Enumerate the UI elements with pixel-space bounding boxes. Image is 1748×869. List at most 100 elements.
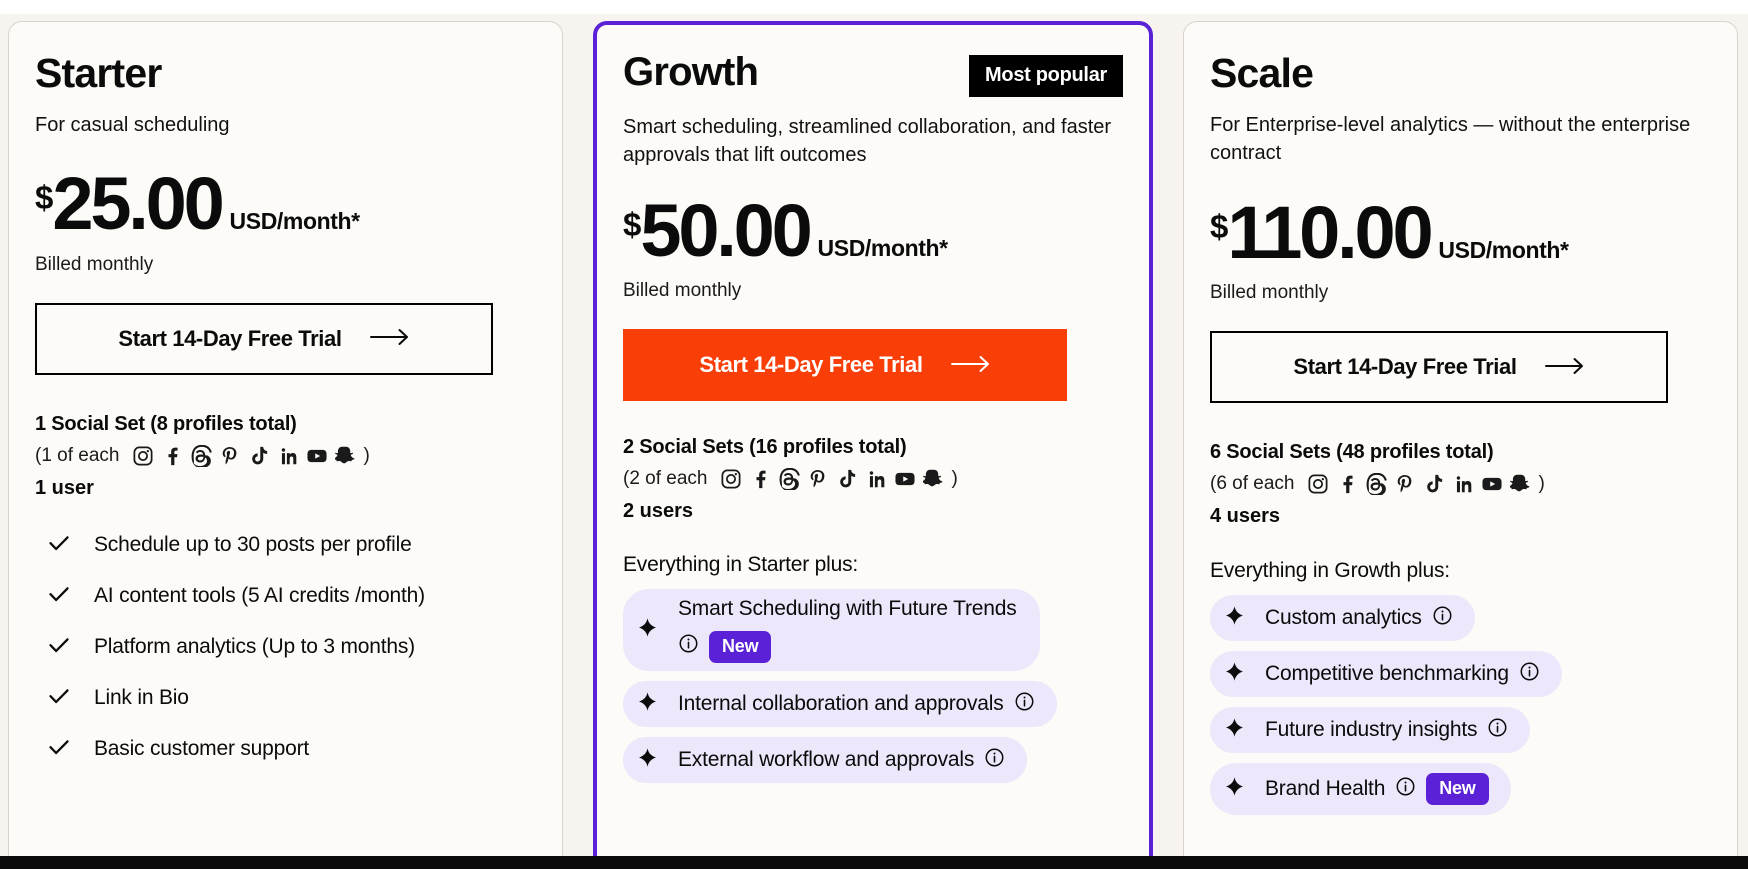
cta-inner: Start 14-Day Free Trial xyxy=(1212,333,1666,401)
facebook-icon xyxy=(749,468,771,490)
premium-feature-item: Brand Health New xyxy=(1210,763,1511,816)
social-sets-close-paren: ) xyxy=(1538,473,1545,495)
tiktok-icon xyxy=(248,445,270,467)
feature-label: Link in Bio xyxy=(94,686,189,710)
premium-feature-label: Future industry insights xyxy=(1265,718,1478,742)
start-trial-button[interactable]: Start 14-Day Free Trial xyxy=(1210,331,1672,408)
feature-label: Platform analytics (Up to 3 months) xyxy=(94,635,415,659)
snapchat-icon xyxy=(922,468,945,490)
premium-feature-item: Internal collaboration and approvals xyxy=(623,681,1057,728)
sparkle-icon xyxy=(637,617,658,643)
feature-item: Basic customer support xyxy=(35,734,536,765)
social-sets-close-paren: ) xyxy=(951,468,958,490)
info-icon[interactable] xyxy=(1395,776,1416,802)
info-icon[interactable] xyxy=(678,633,699,659)
plan-name: Starter xyxy=(35,50,162,96)
plan-tagline: For Enterprise-level analytics — without… xyxy=(1210,114,1691,165)
price-block: $50.00 USD/month* xyxy=(623,193,1123,267)
instagram-icon xyxy=(720,468,742,490)
premium-feature-label: Internal collaboration and approvals xyxy=(678,692,1004,716)
price-amount: 110.00 xyxy=(1227,190,1433,274)
instagram-icon xyxy=(132,445,154,467)
feature-list: Schedule up to 30 posts per profile AI co… xyxy=(35,530,536,765)
threads-icon xyxy=(190,444,212,467)
start-trial-button[interactable]: Start 14-Day Free Trial xyxy=(623,329,1073,408)
threads-icon xyxy=(1365,473,1387,496)
premium-feature-item: Competitive benchmarking xyxy=(1210,651,1562,698)
price-amount: 25.00 xyxy=(52,162,224,246)
feature-label: AI content tools (5 AI credits /month) xyxy=(94,584,425,608)
arrow-right-icon xyxy=(369,328,410,349)
tiktok-icon xyxy=(1423,473,1445,495)
info-icon[interactable] xyxy=(984,747,1005,773)
price-block: $25.00 USD/month* xyxy=(35,162,536,246)
price-currency: $ xyxy=(1210,207,1228,245)
social-sets-close-paren: ) xyxy=(363,444,370,466)
start-trial-button[interactable]: Start 14-Day Free Trial xyxy=(35,302,497,379)
info-icon[interactable] xyxy=(1432,605,1453,631)
threads-icon xyxy=(778,468,800,491)
sparkle-icon xyxy=(1224,661,1245,687)
users-count: 1 user xyxy=(35,476,94,499)
billing-note: Billed monthly xyxy=(35,253,154,275)
check-icon xyxy=(46,734,72,765)
premium-feature-item: External workflow and approvals xyxy=(623,737,1028,784)
pinterest-icon xyxy=(807,468,829,490)
check-icon xyxy=(46,632,72,663)
info-icon[interactable] xyxy=(1014,691,1035,717)
premium-feature-body: Competitive benchmarking xyxy=(1265,661,1540,687)
info-icon[interactable] xyxy=(1519,661,1540,687)
premium-feature-list: Custom analytics Competitive benchmarking… xyxy=(1210,595,1711,816)
arrow-right-icon xyxy=(950,355,991,376)
snapchat-icon xyxy=(1509,473,1532,495)
info-icon[interactable] xyxy=(1487,717,1508,743)
users-count: 2 users xyxy=(623,500,694,523)
premium-feature-list: Smart Scheduling with Future Trends New In… xyxy=(623,589,1123,784)
premium-feature-body: Smart Scheduling with Future Trends New xyxy=(678,597,1018,664)
check-icon xyxy=(46,530,72,561)
feature-item: AI content tools (5 AI credits /month) xyxy=(35,581,536,612)
premium-feature-body: Brand Health New xyxy=(1265,773,1489,806)
sparkle-icon xyxy=(1224,605,1245,631)
sparkle-icon xyxy=(637,691,658,717)
youtube-icon xyxy=(1481,473,1503,495)
feature-label: Basic customer support xyxy=(94,737,310,761)
price-period: USD/month* xyxy=(817,234,949,261)
social-sets-icons-row: (2 of each) xyxy=(623,468,1123,491)
cta-label: Start 14-Day Free Trial xyxy=(699,352,923,378)
linkedin-icon xyxy=(865,468,887,490)
youtube-icon xyxy=(306,445,328,467)
social-sets-title: 6 Social Sets (48 profiles total) xyxy=(1210,441,1494,464)
price-period: USD/month* xyxy=(1438,236,1569,263)
sparkle-icon xyxy=(1224,717,1245,743)
feature-label: Schedule up to 30 posts per profile xyxy=(94,533,412,557)
new-badge: New xyxy=(1426,773,1489,806)
feature-item: Platform analytics (Up to 3 months) xyxy=(35,632,536,663)
cta-label: Start 14-Day Free Trial xyxy=(118,325,342,351)
premium-feature-label: Brand Health xyxy=(1265,777,1386,801)
social-sets-icons-row: (1 of each) xyxy=(35,444,536,467)
feature-item: Link in Bio xyxy=(35,683,536,714)
price-currency: $ xyxy=(35,179,53,217)
social-sets-each-label: (6 of each xyxy=(1210,473,1295,495)
cta-label: Start 14-Day Free Trial xyxy=(1293,354,1517,380)
included-from-lower-tier: Everything in Starter plus: xyxy=(623,553,859,577)
social-sets-icons-row: (6 of each) xyxy=(1210,473,1711,496)
premium-feature-item: Future industry insights xyxy=(1210,707,1531,754)
page-top-chrome xyxy=(0,0,1748,14)
pinterest-icon xyxy=(1394,473,1416,495)
arrow-right-icon xyxy=(1544,357,1585,378)
premium-feature-item: Custom analytics xyxy=(1210,595,1475,642)
price-currency: $ xyxy=(623,205,641,243)
social-sets-title: 1 Social Set (8 profiles total) xyxy=(35,412,297,435)
pricing-plans-section: Starter For casual scheduling $25.00 USD/mo… xyxy=(0,14,1748,869)
premium-feature-label: Smart Scheduling with Future Trends xyxy=(678,597,1017,621)
pricing-card-growth: Growth Most popular Smart scheduling, stre… xyxy=(593,21,1153,869)
premium-feature-body: External workflow and approvals xyxy=(678,747,1005,773)
billing-note: Billed monthly xyxy=(1210,282,1329,304)
card-header: Scale xyxy=(1210,51,1711,95)
social-sets-each-label: (1 of each xyxy=(35,444,120,466)
pricing-cards-row: Starter For casual scheduling $25.00 USD/mo… xyxy=(0,14,1748,869)
feature-item: Schedule up to 30 posts per profile xyxy=(35,530,536,561)
new-badge: New xyxy=(709,631,772,664)
